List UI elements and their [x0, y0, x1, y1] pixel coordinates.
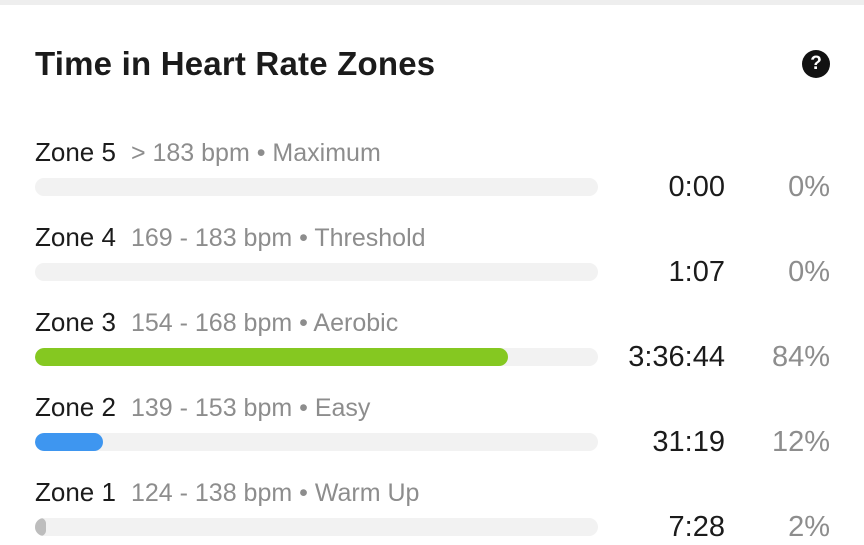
- heart-rate-zones-panel: Time in Heart Rate Zones ? Zone 5 > 183 …: [0, 44, 864, 544]
- zone-percent-value: 2%: [788, 510, 830, 543]
- zone-time-value: 1:07: [668, 255, 725, 288]
- zone-bar-track: [35, 178, 598, 196]
- question-mark-glyph: ?: [810, 53, 822, 74]
- zone-bar-track: [35, 263, 598, 281]
- zone-bar-line: 7:28 2%: [35, 510, 830, 544]
- zone-bar-fill: [35, 433, 103, 451]
- zone-label-line: Zone 4 169 - 183 bpm • Threshold: [35, 222, 830, 252]
- zone-bar-track: [35, 348, 598, 366]
- zone-time-value: 3:36:44: [628, 340, 725, 373]
- zone-percent-value: 0%: [788, 170, 830, 203]
- zone-row-4: Zone 4 169 - 183 bpm • Threshold 1:07 0%: [35, 222, 830, 289]
- zone-row-3: Zone 3 154 - 168 bpm • Aerobic 3:36:44 8…: [35, 307, 830, 374]
- zone-bar-fill: [35, 348, 508, 366]
- page-title: Time in Heart Rate Zones: [35, 45, 436, 82]
- zone-rows: Zone 5 > 183 bpm • Maximum 0:00 0% Zone …: [35, 137, 830, 544]
- zone-bar-line: 1:07 0%: [35, 255, 830, 289]
- zone-label-line: Zone 2 139 - 153 bpm • Easy: [35, 392, 830, 422]
- zone-row-5: Zone 5 > 183 bpm • Maximum 0:00 0%: [35, 137, 830, 204]
- zone-description: 124 - 138 bpm • Warm Up: [130, 479, 420, 507]
- zone-description: 154 - 168 bpm • Aerobic: [130, 309, 399, 337]
- zone-label-line: Zone 3 154 - 168 bpm • Aerobic: [35, 307, 830, 337]
- zone-name: Zone 2: [35, 392, 116, 422]
- zone-time-value: 31:19: [652, 425, 725, 458]
- zone-bar-line: 31:19 12%: [35, 425, 830, 459]
- zone-description: 139 - 153 bpm • Easy: [130, 394, 371, 422]
- zone-row-2: Zone 2 139 - 153 bpm • Easy 31:19 12%: [35, 392, 830, 459]
- zone-row-1: Zone 1 124 - 138 bpm • Warm Up 7:28 2%: [35, 477, 830, 544]
- zone-label-line: Zone 5 > 183 bpm • Maximum: [35, 137, 830, 167]
- zone-percent-value: 84%: [771, 340, 830, 373]
- zone-name: Zone 5: [35, 137, 116, 167]
- zone-name: Zone 3: [35, 307, 116, 337]
- zone-time-value: 0:00: [668, 170, 725, 203]
- zone-percent-value: 0%: [788, 255, 830, 288]
- panel-header: Time in Heart Rate Zones ?: [35, 44, 830, 84]
- zone-label-line: Zone 1 124 - 138 bpm • Warm Up: [35, 477, 830, 507]
- zone-bar-fill: [35, 518, 47, 536]
- zone-bar-track: [35, 433, 598, 451]
- zone-name: Zone 1: [35, 477, 116, 507]
- zone-bar-line: 0:00 0%: [35, 170, 830, 204]
- zone-bar-line: 3:36:44 84%: [35, 340, 830, 374]
- zone-bar-track: [35, 518, 598, 536]
- zone-description: 169 - 183 bpm • Threshold: [130, 224, 426, 252]
- top-strip: [0, 0, 864, 5]
- zone-percent-value: 12%: [771, 425, 830, 458]
- zone-description: > 183 bpm • Maximum: [130, 139, 381, 167]
- zone-time-value: 7:28: [668, 510, 725, 543]
- zone-name: Zone 4: [35, 222, 116, 252]
- help-icon[interactable]: ?: [802, 50, 830, 78]
